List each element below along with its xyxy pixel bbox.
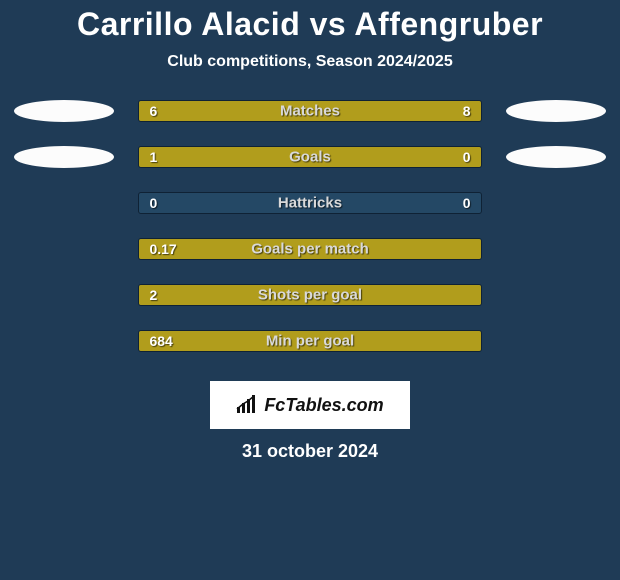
left-value: 1: [149, 149, 157, 165]
bar-track: 0 Hattricks 0: [138, 192, 481, 214]
metric-label: Min per goal: [266, 333, 354, 350]
metric-label: Hattricks: [278, 195, 342, 212]
metric-label: Matches: [280, 103, 340, 120]
left-slot: [10, 99, 118, 123]
left-ellipse: [14, 100, 114, 122]
metric-row: 0 Hattricks 0: [10, 191, 610, 215]
bar-track: 2 Shots per goal: [138, 284, 481, 306]
left-value: 0: [149, 195, 157, 211]
left-value: 6: [149, 103, 157, 119]
right-ellipse: [506, 100, 606, 122]
right-value: 0: [463, 149, 471, 165]
right-slot: [502, 329, 610, 353]
bar-track: 0.17 Goals per match: [138, 238, 481, 260]
bar-chart-icon: [236, 395, 258, 415]
metric-row: 6 Matches 8: [10, 99, 610, 123]
metric-row: 1 Goals 0: [10, 145, 610, 169]
subtitle: Club competitions, Season 2024/2025: [10, 53, 610, 71]
right-slot: [502, 283, 610, 307]
left-value: 0.17: [149, 241, 176, 257]
right-slot: [502, 145, 610, 169]
left-ellipse: [14, 146, 114, 168]
metric-rows: 6 Matches 8 1 Goals 0: [10, 99, 610, 353]
metric-row: 2 Shots per goal: [10, 283, 610, 307]
comparison-card: Carrillo Alacid vs Affengruber Club comp…: [0, 0, 620, 580]
bar-fill-left: [139, 147, 395, 167]
metric-label: Goals: [289, 149, 331, 166]
right-slot: [502, 99, 610, 123]
metric-row: 684 Min per goal: [10, 329, 610, 353]
branding-text: FcTables.com: [264, 395, 383, 416]
branding-badge: FcTables.com: [210, 381, 410, 429]
right-value: 8: [463, 103, 471, 119]
right-value: 0: [463, 195, 471, 211]
metric-label: Goals per match: [251, 241, 369, 258]
left-slot: [10, 329, 118, 353]
left-slot: [10, 237, 118, 261]
right-slot: [502, 237, 610, 261]
date-text: 31 october 2024: [10, 441, 610, 462]
bar-track: 6 Matches 8: [138, 100, 481, 122]
left-value: 684: [149, 333, 172, 349]
bar-track: 684 Min per goal: [138, 330, 481, 352]
left-slot: [10, 283, 118, 307]
metric-row: 0.17 Goals per match: [10, 237, 610, 261]
bar-fill-left: [139, 101, 275, 121]
bar-track: 1 Goals 0: [138, 146, 481, 168]
right-slot: [502, 191, 610, 215]
metric-label: Shots per goal: [258, 287, 362, 304]
right-ellipse: [506, 146, 606, 168]
left-value: 2: [149, 287, 157, 303]
left-slot: [10, 145, 118, 169]
left-slot: [10, 191, 118, 215]
page-title: Carrillo Alacid vs Affengruber: [10, 6, 610, 43]
